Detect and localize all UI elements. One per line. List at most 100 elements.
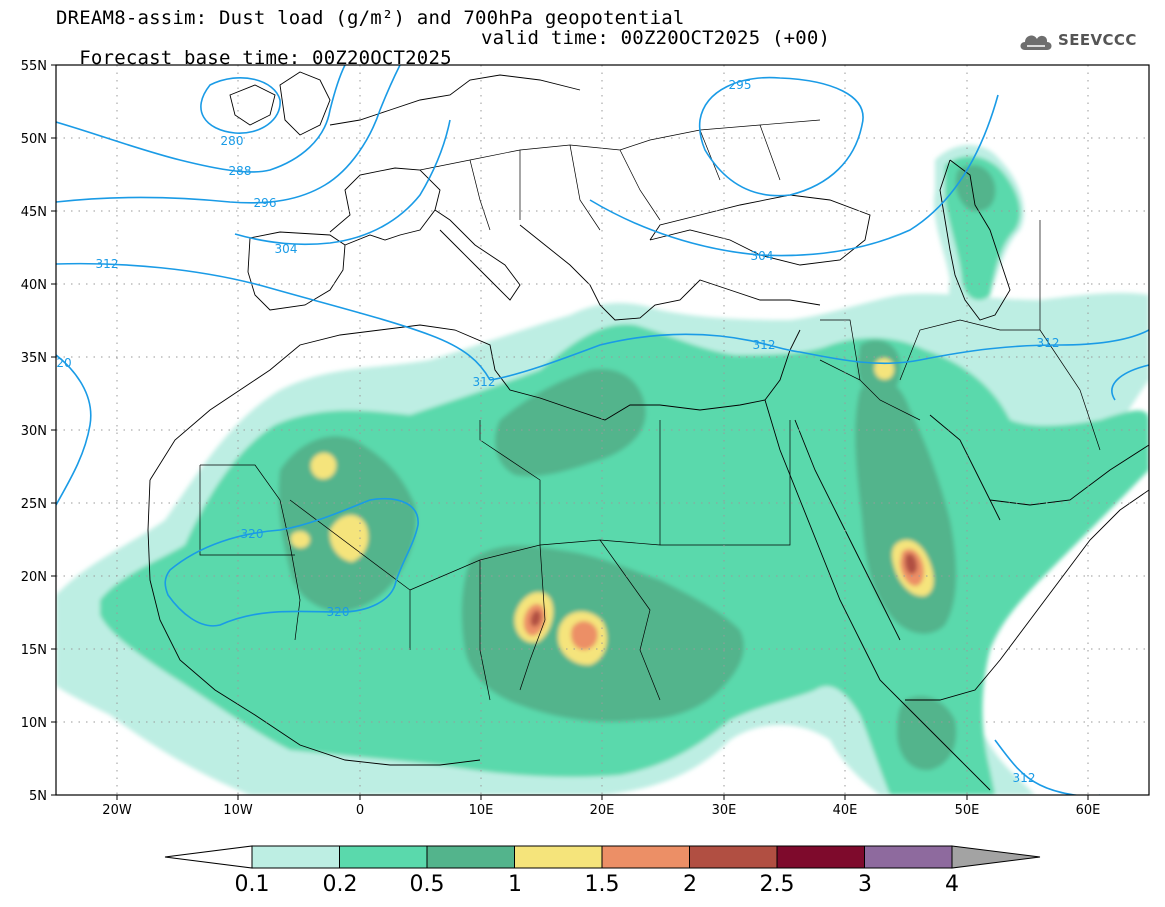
lat-label: 20N [21, 570, 47, 585]
map-title: DREAM8-assim: Dust load (g/m²) and 700hP… [56, 7, 685, 29]
contour-label: 312 [1037, 336, 1060, 350]
contour-304-east [589, 94, 999, 257]
border-europe [419, 119, 821, 231]
contour-label: 320 [241, 527, 264, 541]
colorbar-cell [776, 845, 865, 869]
contour-label: 288 [229, 164, 252, 178]
contour-west-edge [56, 354, 92, 506]
coast-north-africa [149, 324, 766, 481]
border-middle-east [819, 220, 1101, 451]
contour-label: 312 [96, 257, 119, 271]
border-sahara-lines [199, 420, 791, 701]
colorbar-label: 2.5 [760, 872, 795, 897]
lat-label: 50N [21, 132, 47, 147]
lon-label: 60E [1076, 803, 1101, 818]
contour-295 [698, 76, 864, 197]
contour-label: 20 [56, 356, 71, 370]
contour-label: 296 [254, 196, 277, 210]
contour-312-south [994, 739, 1100, 795]
contour-label: 312 [753, 338, 776, 352]
longitude-labels: 20W 10W 0 10E 20E 30E 40E 50E 60E [102, 803, 1100, 818]
coast-north-europe [329, 74, 581, 126]
lat-label: 15N [21, 643, 47, 658]
dust-level-3-horn [897, 696, 957, 771]
colorbar-cell [864, 845, 953, 869]
contour-label: 304 [751, 249, 774, 263]
lat-label: 35N [21, 351, 47, 366]
colorbar-label: 0.5 [410, 872, 445, 897]
colorbar-labels: 0.1 0.2 0.5 1 1.5 2 2.5 3 4 [235, 872, 960, 897]
lon-label: 20W [102, 803, 132, 818]
axis-ticks [51, 64, 1089, 800]
colorbar-label: 0.2 [323, 872, 358, 897]
coast-balkans-greece [519, 224, 821, 321]
lat-label: 40N [21, 278, 47, 293]
contour-east-edge [1111, 364, 1149, 401]
colorbar-cell [339, 845, 428, 869]
lat-label: 25N [21, 497, 47, 512]
base-time: Forecast base time: 00Z20OCT2025 [79, 47, 452, 69]
contour-label: 304 [275, 242, 298, 256]
coastlines [147, 71, 1149, 791]
lon-label: 20E [590, 803, 615, 818]
contour-label: 312 [1013, 771, 1036, 785]
lat-label: 10N [21, 716, 47, 731]
lon-label: 30E [712, 803, 737, 818]
colorbar-label: 1 [508, 872, 522, 897]
lon-label: 40E [833, 803, 858, 818]
coast-horn-africa [899, 699, 991, 791]
contour-280 [200, 77, 281, 134]
graticule [56, 65, 1149, 795]
colorbar-over-arrow [951, 845, 1041, 869]
contour-312-east [799, 329, 1149, 365]
coast-british-isles [229, 71, 331, 136]
country-borders [199, 119, 1101, 701]
dust-level-3-sahara [495, 369, 646, 477]
lon-label: 10W [223, 803, 253, 818]
contour-296 [56, 65, 401, 204]
forecast-times: Forecast base time: 00Z20OCT2025 valid t… [56, 28, 830, 88]
colorbar-cell [514, 845, 603, 869]
lon-label: 0 [356, 803, 364, 818]
colorbar-cells [251, 845, 953, 869]
coast-levant-redsea [764, 329, 901, 701]
colorbar-under-arrow [164, 845, 253, 869]
contour-labels: 280 288 296 304 312 320 320 295 304 312 … [56, 78, 1059, 785]
contour-304-west [234, 119, 451, 246]
contour-320 [164, 498, 419, 627]
colorbar: 0.1 0.2 0.5 1 1.5 2 2.5 3 4 [164, 845, 1041, 897]
colorbar-label: 1.5 [585, 872, 620, 897]
dust-level-6-b [905, 553, 918, 575]
contour-label: 320 [327, 605, 350, 619]
coast-france-italy [329, 167, 521, 301]
dust-level-4-c [290, 531, 310, 548]
dust-level-4-a [310, 452, 337, 480]
coast-black-caspian [649, 159, 1011, 321]
coast-iberia [247, 231, 346, 311]
colorbar-cell [426, 845, 515, 869]
contour-label: 295 [729, 78, 752, 92]
dust-level-6-a [530, 610, 541, 627]
coast-west-africa [147, 479, 481, 766]
colorbar-label: 3 [858, 872, 872, 897]
dust-level-5-b [571, 621, 598, 650]
geopotential-contours [56, 65, 1149, 795]
contour-label: 312 [473, 375, 496, 389]
valid-time: valid time: 00Z20OCT2025 (+00) [481, 27, 831, 49]
colorbar-cell [601, 845, 690, 869]
lat-label: 30N [21, 424, 47, 439]
contour-288 [56, 65, 346, 173]
contour-312-west [56, 262, 801, 381]
dust-level-4-b [329, 514, 369, 562]
colorbar-label: 4 [945, 872, 959, 897]
colorbar-cell [251, 845, 340, 869]
colorbar-label: 2 [683, 872, 697, 897]
dust-level-3-sudan [644, 614, 738, 694]
dust-level-3-caspian [955, 165, 996, 212]
seevccc-logo: SEEVCCC [1018, 26, 1137, 54]
colorbar-label: 0.1 [235, 872, 270, 897]
lat-label: 55N [21, 59, 47, 74]
latitude-labels: 55N 50N 45N 40N 35N 30N 25N 20N 15N 10N … [21, 59, 47, 804]
dust-level-4-g [874, 358, 895, 380]
